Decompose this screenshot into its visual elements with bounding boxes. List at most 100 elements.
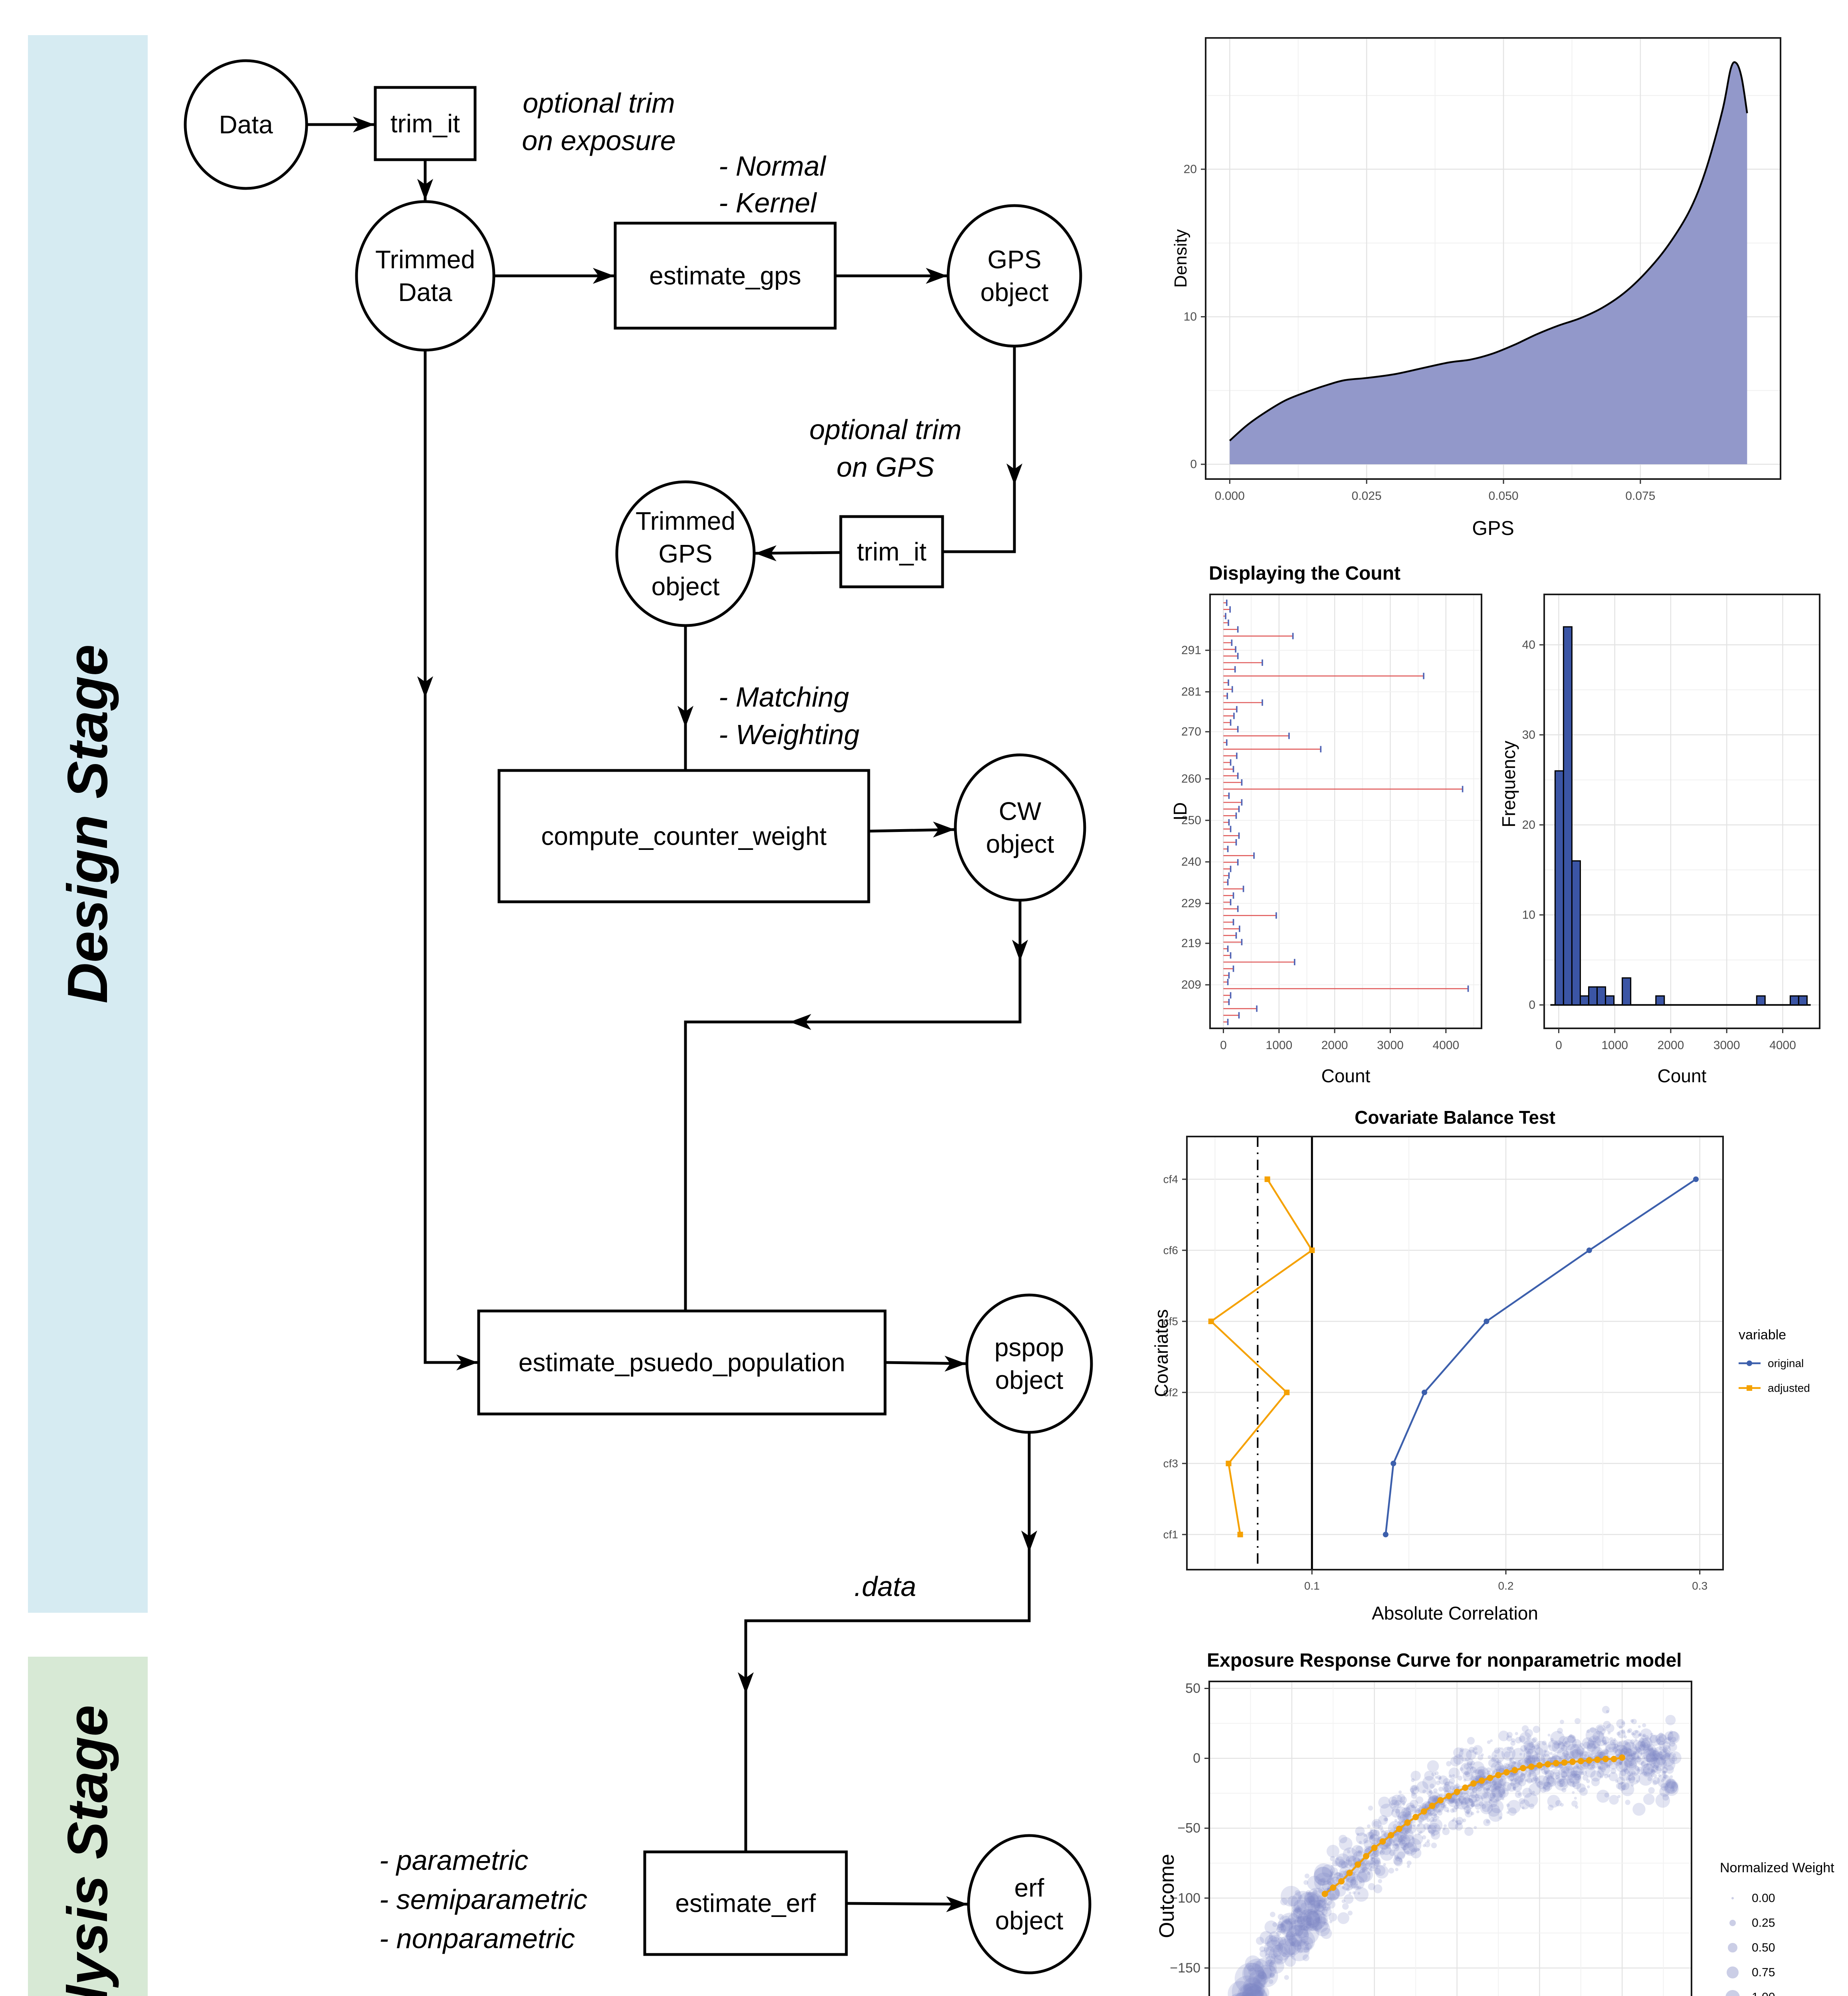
node-label: object [995,1906,1064,1935]
flow-edge-trim2-to-trimmed-gps [755,545,841,561]
flow-edge-compute-to-cw [868,822,955,838]
legend-item-label: 0.25 [1752,1917,1775,1930]
annotation-line: .data [854,1571,916,1602]
series-original [1383,1176,1699,1537]
covariate-plot: cf4 cf6 cf5 cf2 cf3 cf1 0.1 0.2 0.3 Absolute Corr… [1151,1136,1724,1624]
hist-bar [1655,995,1665,1006]
flow-node-data: Data [184,59,308,190]
node-label: estimate_gps [649,261,801,290]
y-tick: 50 [1185,1681,1200,1696]
x-tick: 0.3 [1692,1580,1707,1592]
y-tick: 30 [1522,728,1535,741]
y-tick: 260 [1181,772,1201,786]
y-tick: cf2 [1163,1386,1178,1399]
y-tick: −50 [1177,1821,1200,1836]
gridlines [1187,1137,1723,1570]
flow-annotation-erf-model-options: - parametric - semiparametric - nonparamet… [379,1845,587,1954]
flow-edge-trimmed-gps-to-compute [677,626,693,770]
frequency-panel: 0 10 20 30 40 0 1000 2000 3000 4000 Count Frequency [1498,594,1820,1086]
y-tick: 229 [1181,897,1201,910]
flow-node-trimmed-gps-object: Trimmed GPS object [615,480,756,627]
y-axis-label: ID [1170,802,1190,821]
flow-edge-gps-object-to-trim2 [943,346,1022,553]
arrowhead-icon [1012,940,1028,961]
scatter-points [1228,1706,1682,1996]
flow-edge-cw-to-pseudo [684,900,1028,1311]
y-axis-label: Density [1171,229,1190,288]
flow-node-gps-object: GPS object [947,204,1082,348]
y-tick: −100 [1170,1891,1200,1906]
flow-edge-erf-fn-to-erf-object [846,1896,968,1912]
x-axis-label: Count [1658,1065,1707,1086]
y-tick: cf5 [1163,1315,1178,1328]
x-tick: 1000 [1266,1039,1292,1052]
series-adjusted [1208,1176,1315,1537]
x-tick: 0.050 [1489,489,1519,503]
exposure-response-chart: Exposure Response Curve for nonparametri… [1155,1650,1834,1996]
annotation-line: optional trim [809,414,961,445]
design-stage-band: Design Stage [28,35,148,1613]
id-count-panel: 291 281 270 260 250 240 229 219 209 0 1000 2000 3000… [1170,594,1482,1086]
x-tick: 0 [1555,1039,1562,1052]
hist-bar [1596,986,1606,1006]
hist-bar [1579,995,1589,1006]
axes: 0 10 20 0.000 0.025 0.050 0.075 [1184,162,1656,503]
x-tick: 4000 [1432,1039,1459,1052]
hist-bar [1554,770,1564,1006]
axes: 0 10 20 30 40 0 1000 2000 3000 4000 [1522,638,1796,1052]
node-label: Trimmed [375,245,475,274]
arrowhead-icon [417,179,433,200]
legend-item-label: 1.00 [1752,1991,1775,1996]
hist-bars [1550,626,1811,1006]
erc-plot: 500−50−100−150−200−250−505101520Exposure… [1155,1681,1692,1996]
flow-edge-trimmed-data-to-estimate-gps [494,268,614,284]
lollipop-rows [1223,600,1469,1025]
y-tick: cf6 [1163,1244,1178,1257]
flow-node-erf-object: erf object [967,1834,1091,1974]
legend: variable original adjusted [1739,1327,1810,1394]
hist-bar [1789,995,1799,1006]
annotation-line: on GPS [836,451,934,483]
chart-title: Exposure Response Curve for nonparametri… [1207,1650,1682,1671]
node-label: estimate_psuedo_population [519,1348,845,1377]
node-label: trim_it [857,537,926,566]
y-tick: −150 [1170,1960,1200,1976]
arrowhead-icon [417,676,433,698]
x-tick: 2000 [1658,1039,1684,1052]
density-curve [1229,61,1748,442]
node-label: pspop [994,1333,1064,1362]
annotation-line: - semiparametric [379,1884,587,1915]
flow-annotation-gps-model-options: - Normal - Kernel [719,150,827,218]
flow-edge-pspop-to-erf-fn [738,1432,1037,1851]
node-label: object [986,830,1054,858]
y-tick: 219 [1181,937,1201,950]
x-tick: 0.000 [1215,489,1245,503]
hist-bar [1756,995,1766,1006]
flow-node-compute-counter-weight: compute_counter_weight [497,769,870,903]
axes: 500−50−100−150−200−250−505101520 [1170,1681,1209,1976]
flow-node-estimate-erf: estimate_erf [643,1850,848,1956]
annotation-line: - parametric [379,1845,528,1876]
axes: cf4 cf6 cf5 cf2 cf3 cf1 0.1 0.2 0.3 [1163,1173,1708,1592]
arrowhead-icon [926,268,947,284]
annotation-line: - Normal [719,150,827,182]
flow-node-cw-object: CW object [954,753,1086,902]
flow-node-estimate-psuedo-population: estimate_psuedo_population [477,1309,887,1416]
erf-curve [1321,1754,1626,1897]
node-label: Data [398,278,452,307]
annotation-line: - Matching [719,681,849,713]
flow-edge-trim1-to-trimmed-data [417,160,433,200]
flow-annotation-cw-method-options: - Matching - Weighting [719,681,860,750]
legend-item-label: adjusted [1768,1382,1810,1394]
legend-title: Normalized Weight [1720,1860,1834,1875]
count-display-chart: Displaying the Count 291 281 270 260 250 240 22… [1170,563,1820,1086]
y-axis-label: Covariates [1151,1309,1172,1397]
x-tick: 0.2 [1498,1580,1514,1592]
node-label: Data [219,110,273,139]
x-tick: 2000 [1321,1039,1348,1052]
x-tick: 0.025 [1352,489,1382,503]
x-tick: 0.1 [1304,1580,1320,1592]
arrowhead-icon [755,545,776,561]
